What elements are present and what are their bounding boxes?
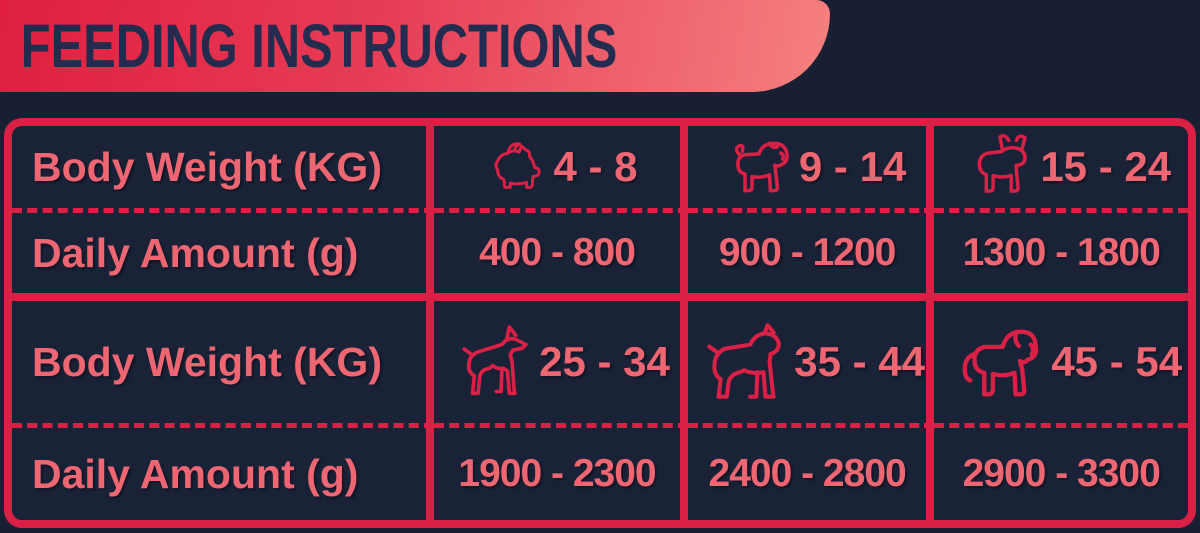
row-header-label: Body Weight (KG) <box>32 338 382 385</box>
weight-cell-9-14: 9 - 14 <box>687 126 935 213</box>
page-title: FEEDING INSTRUCTIONS <box>20 12 618 80</box>
amount-range: 900 - 1200 <box>718 231 896 274</box>
weight-cell-15-24: 15 - 24 <box>934 126 1188 213</box>
amount-range: 2900 - 3300 <box>962 452 1161 495</box>
amount-cell-2900-3300: 2900 - 3300 <box>934 428 1188 520</box>
amount-range: 1900 - 2300 <box>458 452 656 495</box>
row-header-body-weight-2: Body Weight (KG) <box>12 301 435 428</box>
amount-cell-400-800: 400 - 800 <box>434 213 688 301</box>
weight-range: 9 - 14 <box>798 143 907 190</box>
row-header-label: Daily Amount (g) <box>32 450 359 497</box>
doberman-dog-icon <box>462 325 528 396</box>
row-header-daily-amount-1: Daily Amount (g) <box>12 213 435 301</box>
amount-cell-900-1200: 900 - 1200 <box>687 213 935 301</box>
row-header-body-weight-1: Body Weight (KG) <box>12 126 435 213</box>
weight-range: 45 - 54 <box>1051 338 1183 385</box>
amount-cell-1300-1800: 1300 - 1800 <box>934 213 1188 301</box>
row-header-daily-amount-2: Daily Amount (g) <box>12 428 435 520</box>
amount-range: 400 - 800 <box>479 231 636 274</box>
weight-range: 35 - 44 <box>794 338 925 385</box>
weight-cell-4-8: 4 - 8 <box>434 126 688 213</box>
weight-cell-25-34: 25 - 34 <box>434 301 688 428</box>
amount-cell-2400-2800: 2400 - 2800 <box>687 428 935 520</box>
pomeranian-dog-icon <box>493 141 541 189</box>
weight-cell-35-44: 35 - 44 <box>687 301 935 428</box>
feeding-table: Body Weight (KG) 4 - 8 9 - 14 <box>4 118 1196 528</box>
pug-dog-icon <box>734 141 789 193</box>
cane-corso-dog-icon <box>707 323 782 399</box>
row-header-label: Daily Amount (g) <box>32 229 359 276</box>
weight-range: 4 - 8 <box>553 143 638 190</box>
amount-range: 2400 - 2800 <box>708 452 907 495</box>
french-bulldog-icon <box>977 134 1028 193</box>
amount-range: 1300 - 1800 <box>962 231 1161 274</box>
weight-range: 15 - 24 <box>1040 143 1172 190</box>
header-banner: FEEDING INSTRUCTIONS <box>0 0 830 92</box>
weight-range: 25 - 34 <box>539 338 670 385</box>
mastiff-dog-icon <box>962 329 1039 397</box>
weight-cell-45-54: 45 - 54 <box>934 301 1188 428</box>
amount-cell-1900-2300: 1900 - 2300 <box>434 428 688 520</box>
row-header-label: Body Weight (KG) <box>32 143 382 190</box>
